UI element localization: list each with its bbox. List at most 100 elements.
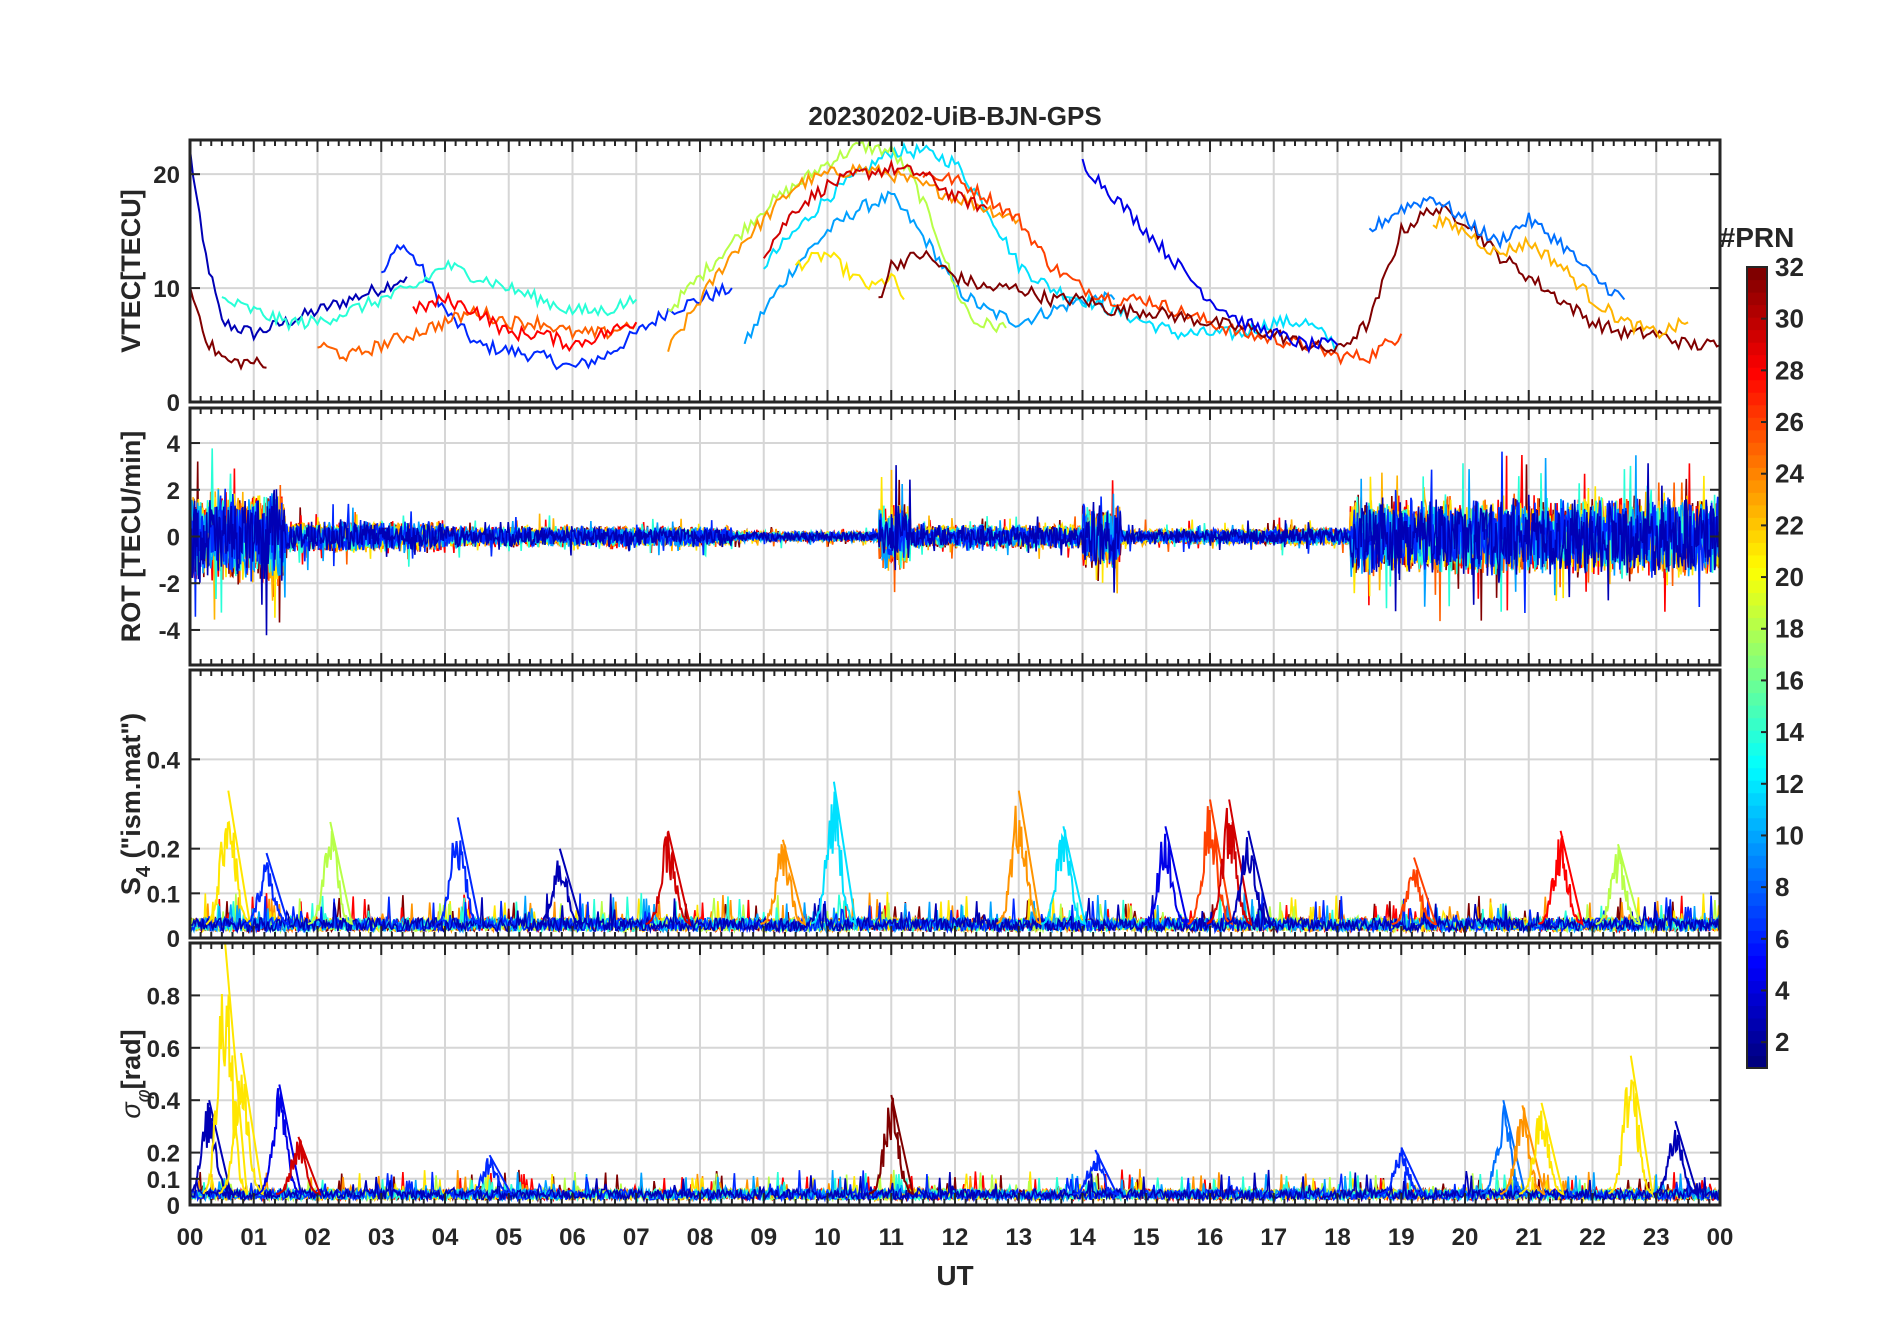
colorbar-band (1747, 805, 1767, 819)
y-tick-label: 0 (167, 926, 180, 953)
colorbar-tick-label: 10 (1775, 820, 1804, 850)
y-tick-label: 0.4 (147, 1088, 181, 1115)
colorbar-band (1747, 742, 1767, 756)
colorbar-band (1747, 417, 1767, 431)
x-tick-label: 13 (1005, 1224, 1032, 1251)
colorbar-tick-label: 18 (1775, 614, 1804, 644)
y-tick-label: 4 (167, 431, 181, 458)
colorbar-frame (1746, 266, 1768, 1069)
peak-4 (256, 1084, 302, 1195)
colorbar-band (1747, 279, 1767, 293)
y-tick-label: 0.2 (147, 837, 180, 864)
colorbar-band (1747, 504, 1767, 518)
peak-9 (1378, 1146, 1425, 1196)
peak-10 (1480, 1099, 1527, 1196)
colorbar-band (1747, 654, 1767, 669)
peak-2 (244, 852, 290, 926)
x-tick-label: 20 (1452, 1224, 1479, 1251)
x-tick-label: 16 (1197, 1224, 1224, 1251)
colorbar-band (1747, 680, 1767, 694)
x-tick-label: 00 (177, 1224, 204, 1251)
colorbar-tick-label: 28 (1775, 355, 1804, 385)
y-tick-label: 0.6 (147, 1036, 180, 1063)
y-axis-label: ROT [TECU/min] (116, 431, 146, 642)
colorbar-band (1747, 292, 1767, 306)
peak-14 (1652, 1120, 1699, 1196)
colorbar-band (1747, 317, 1767, 331)
y-axis-label: S4 ("ism.mat") (116, 713, 155, 895)
x-tick-label: 12 (942, 1224, 969, 1251)
vtec-series-prn-15 (221, 259, 638, 332)
x-axis-label: UT (936, 1260, 973, 1291)
x-tick-label: 08 (687, 1224, 714, 1251)
x-tick-label: 15 (1133, 1224, 1160, 1251)
vtec-series-prn-5 (380, 243, 733, 371)
peak-16 (1537, 830, 1584, 927)
plot-area (190, 943, 1720, 1203)
vtec-series-prn-30 (762, 158, 988, 259)
peak-12 (1518, 1102, 1565, 1196)
colorbar-band (1747, 1030, 1767, 1044)
peak-8 (810, 781, 858, 927)
y-tick-label: 0.1 (147, 881, 180, 908)
peak-13 (1206, 799, 1253, 927)
colorbar-band (1747, 705, 1767, 719)
colorbar-band (1747, 567, 1767, 581)
colorbar-band (1747, 492, 1767, 506)
colorbar-tick-label: 26 (1775, 407, 1804, 437)
colorbar-band (1747, 579, 1767, 594)
panel-1: 0 10 20 VTEC[TECU] (116, 138, 1722, 417)
peak-7 (868, 1094, 915, 1195)
colorbar-band (1747, 730, 1767, 744)
colorbar-tick-label: 30 (1775, 304, 1804, 334)
peak-9 (996, 790, 1042, 926)
panel-4: 00.10.2 0.4 0.6 0.8 σφ[rad] (116, 941, 1722, 1220)
peak-2 (202, 943, 248, 1195)
colorbar-band (1747, 942, 1767, 956)
colorbar-band (1747, 755, 1767, 769)
y-tick-label: 0 (167, 390, 180, 417)
panel-3: 0 0.1 0.2 0.4S4 ("ism.mat") (116, 668, 1722, 953)
peak-7 (760, 839, 807, 927)
colorbar-band (1747, 1017, 1767, 1032)
y-tick-label: 20 (153, 162, 180, 189)
peak-11 (1143, 826, 1189, 926)
colorbar-band (1747, 404, 1767, 418)
colorbar-band (1747, 329, 1767, 343)
figure-title: 20230202-UiB-BJN-GPS (808, 101, 1101, 131)
vtec-series-prn-22 (1432, 212, 1689, 340)
colorbar-tick-label: 2 (1775, 1027, 1789, 1057)
colorbar-band (1747, 792, 1767, 806)
vtec-series-prn-18 (667, 140, 1007, 334)
vtec-series-prn-32 (878, 204, 1720, 353)
colorbar-band (1747, 517, 1767, 531)
colorbar-band (1747, 629, 1767, 644)
x-tick-label: 11 (879, 1224, 904, 1251)
y-tick-label: 0.4 (147, 747, 181, 774)
plot-area (190, 448, 1720, 636)
colorbar-band (1747, 442, 1767, 456)
vtec-series-prn-10 (743, 190, 1116, 345)
colorbar-band (1747, 767, 1767, 781)
peak-6 (645, 830, 692, 927)
peak-13 (1607, 1055, 1654, 1197)
vtec-series-prn-26 (317, 305, 638, 363)
peak-3 (307, 821, 354, 926)
vtec-series-prn-27 (922, 171, 1403, 366)
x-tick-label: 14 (1069, 1224, 1096, 1251)
y-tick-label: 10 (153, 276, 180, 303)
colorbar-band (1747, 617, 1767, 631)
colorbar-band (1747, 642, 1767, 656)
plot-area (190, 140, 1720, 371)
vtec-series-prn-29 (412, 291, 638, 353)
colorbar-band (1747, 867, 1767, 881)
peak-8 (1072, 1149, 1119, 1196)
colorbar-band (1747, 917, 1767, 931)
colorbar-band (1747, 780, 1767, 794)
colorbar-tick-label: 32 (1775, 252, 1804, 282)
colorbar-tick-label: 6 (1775, 924, 1789, 954)
peak-12 (1187, 799, 1234, 926)
peak-17 (1595, 843, 1642, 926)
